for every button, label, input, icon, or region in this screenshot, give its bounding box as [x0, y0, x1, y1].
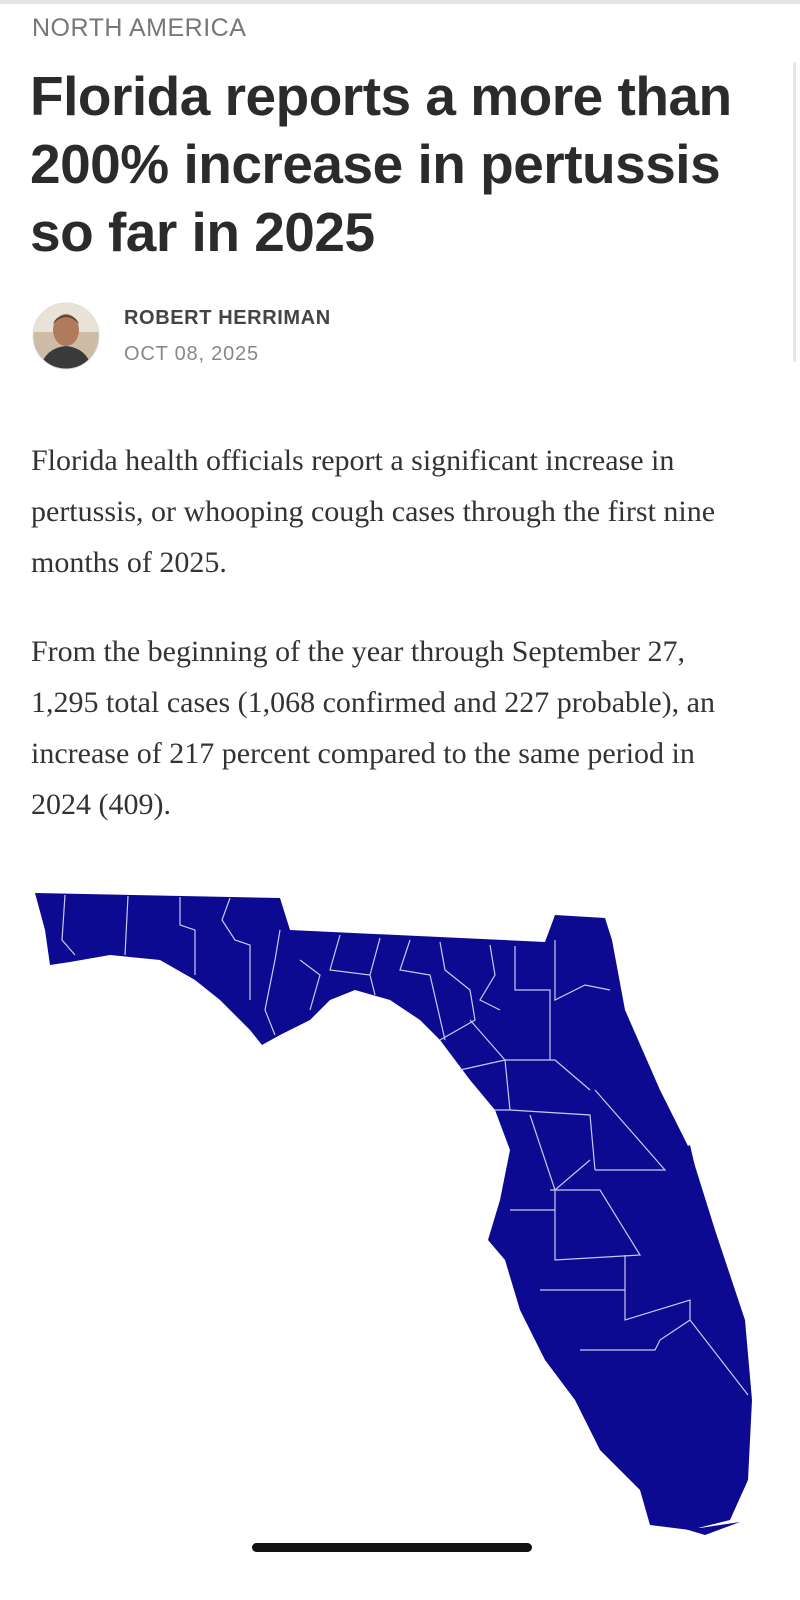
top-divider	[0, 0, 800, 4]
headline: Florida reports a more than 200% increas…	[30, 65, 732, 263]
paragraph: Florida health officials report a signif…	[31, 444, 716, 579]
paragraph: From the beginning of the year through S…	[31, 635, 715, 821]
home-indicator[interactable]	[252, 1543, 532, 1552]
coastal-islands	[655, 1145, 740, 1535]
author-avatar[interactable]	[32, 302, 100, 370]
author-name[interactable]: ROBERT HERRIMAN	[124, 307, 331, 329]
county-lines	[61, 894, 749, 1396]
publish-date: OCT 08, 2025	[124, 343, 259, 365]
florida-map	[35, 893, 752, 1535]
state-shape	[35, 893, 752, 1530]
section-label[interactable]: NORTH AMERICA	[32, 14, 247, 42]
scrollbar	[793, 62, 796, 362]
